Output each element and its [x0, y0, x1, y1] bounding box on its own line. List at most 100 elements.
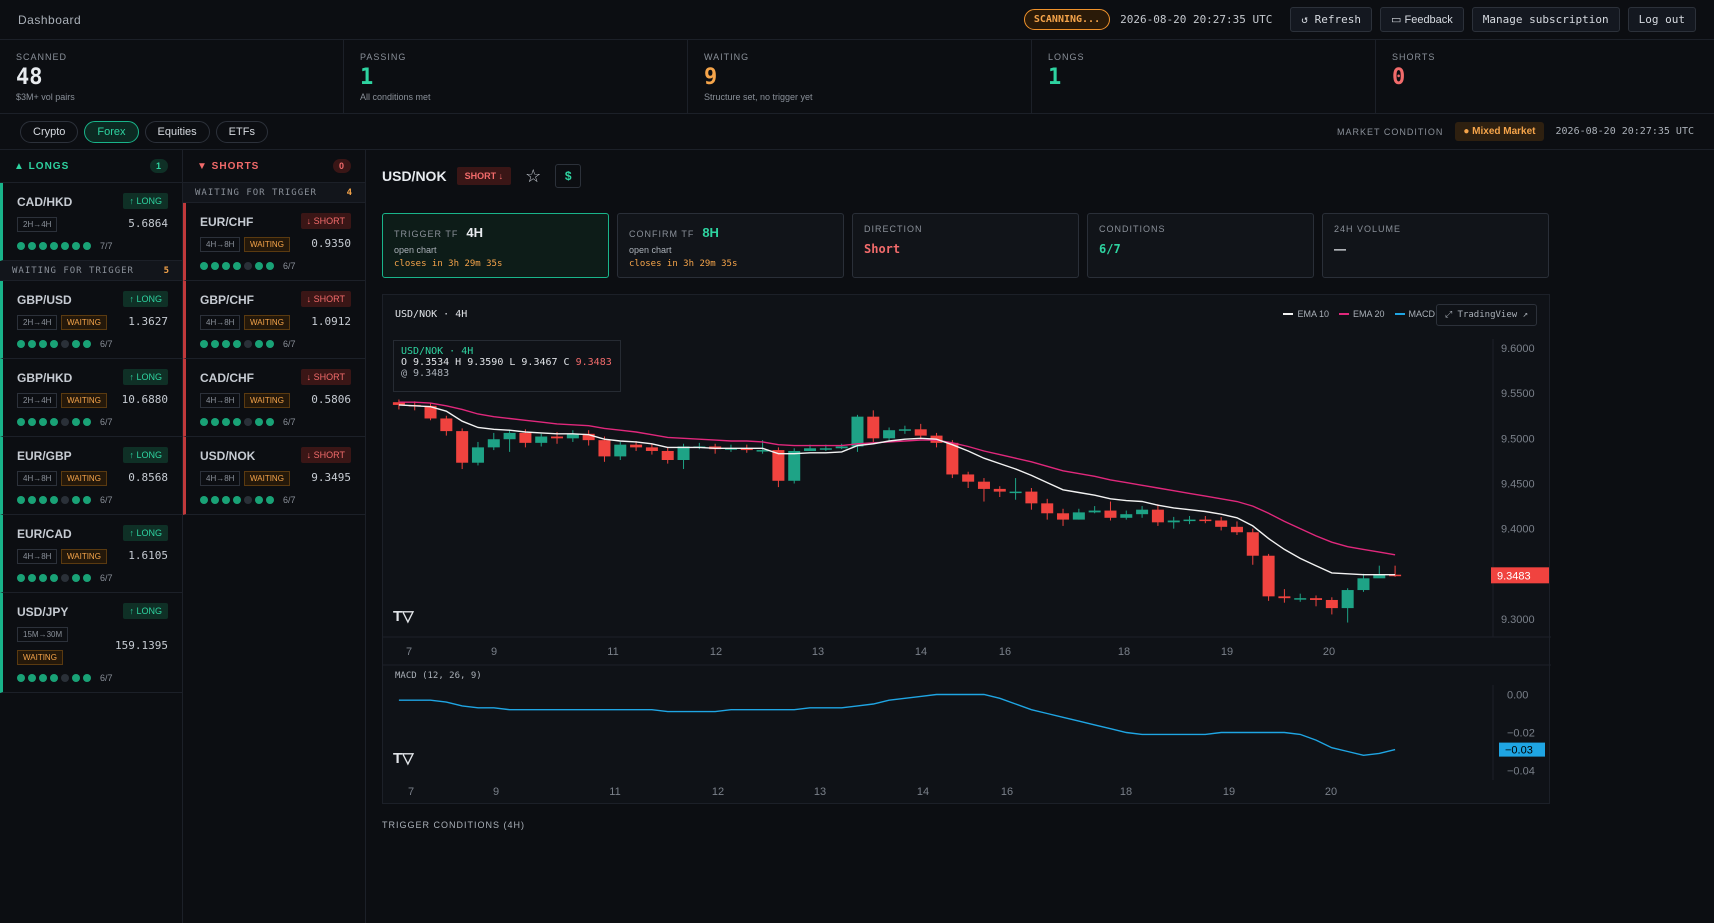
pair-name: GBP/HKD [17, 371, 73, 385]
condition-dots: 6/7 [200, 495, 296, 505]
candle-body [1325, 599, 1338, 609]
macd-x-axis-label: 14 [917, 786, 929, 798]
x-axis-label: 12 [710, 646, 722, 658]
stat-waiting: WAITING 9 Structure set, no trigger yet [688, 40, 1032, 113]
signal-card-gbp-hkd[interactable]: GBP/HKD ↑ LONG 2H→4H WAITING 10.6880 6/7 [0, 359, 182, 437]
signal-card-cad-hkd[interactable]: CAD/HKD ↑ LONG 2H→4H 5.6864 7/7 [0, 183, 182, 261]
tab-forex[interactable]: Forex [84, 120, 139, 143]
feedback-button[interactable]: ▭ Feedback [1380, 7, 1464, 32]
candle-body [1009, 491, 1022, 494]
macd-x-axis-label: 18 [1120, 786, 1132, 798]
condition-dot-met [211, 418, 219, 426]
condition-dot-met [200, 340, 208, 348]
stat-value: 0 [1392, 65, 1406, 90]
signal-card-eur-cad[interactable]: EUR/CAD ↑ LONG 4H→8H WAITING 1.6105 6/7 [0, 515, 182, 593]
volume-value: — [1334, 242, 1346, 256]
macd-x-axis-label: 12 [712, 786, 724, 798]
condition-dot-unmet [61, 418, 69, 426]
candle-body [519, 432, 532, 443]
condition-dot-met [50, 242, 58, 250]
ohlc-tooltip: USD/NOK · 4H O 9.3534 H 9.3590 L 9.3467 … [393, 340, 621, 392]
star-icon[interactable]: ☆ [525, 165, 542, 186]
refresh-button[interactable]: ↺ Refresh [1290, 7, 1373, 32]
detail-header: USD/NOK SHORT ↓ ☆ $ [382, 164, 582, 188]
x-axis-label: 9 [491, 646, 497, 658]
candle-body [993, 488, 1006, 492]
price: 159.1395 [115, 639, 168, 652]
short-badge: ↓ SHORT [300, 369, 351, 385]
market-tabs-bar: Crypto Forex Equities ETFs MARKET CONDIT… [0, 114, 1714, 150]
tab-crypto[interactable]: Crypto [20, 120, 79, 143]
score: 6/7 [283, 417, 296, 427]
tradingview-button[interactable]: ⤢ TradingView ↗ [1435, 304, 1537, 326]
condition-dot-met [222, 418, 230, 426]
condition-dots: 6/7 [17, 417, 113, 427]
condition-dots: 7/7 [17, 241, 113, 251]
market-condition-badge: ● Mixed Market [1455, 122, 1544, 141]
x-axis-label: 18 [1118, 646, 1130, 658]
trigger-tf-box[interactable]: TRIGGER TF 4H open chart closes in 3h 29m… [382, 213, 609, 278]
score: 6/7 [100, 573, 113, 583]
tab-etfs[interactable]: ETFs [215, 120, 268, 143]
legend-ema10: EMA 10 [1283, 309, 1329, 319]
condition-dot-met [83, 496, 91, 504]
x-axis-label: 13 [812, 646, 824, 658]
x-axis-label: 16 [999, 646, 1011, 658]
longs-waiting-header: WAITING FOR TRIGGER 5 [0, 261, 182, 281]
trigger-tf-label: TRIGGER TF [394, 229, 459, 239]
condition-dot-met [39, 496, 47, 504]
macd-x-axis-label: 19 [1223, 786, 1235, 798]
condition-dot-met [255, 340, 263, 348]
longs-header: ▲ LONGS 1 [0, 150, 182, 183]
short-badge: ↓ SHORT [300, 213, 351, 229]
condition-dot-met [83, 242, 91, 250]
trigger-tf-value: 4H [466, 225, 483, 240]
condition-dot-met [28, 574, 36, 582]
longs-count: 1 [149, 159, 168, 173]
candle-body [1199, 519, 1212, 522]
tradingview-logo-icon: T▽ [393, 608, 414, 625]
condition-dot-met [17, 418, 25, 426]
signal-card-usd-jpy[interactable]: USD/JPY ↑ LONG 15M→30M WAITING 159.1395 6/7 [0, 593, 182, 693]
pair-name: USD/JPY [17, 605, 69, 619]
signal-card-eur-chf[interactable]: EUR/CHF ↓ SHORT 4H→8H WAITING 0.9350 6/7 [183, 203, 365, 281]
dollar-icon[interactable]: $ [555, 164, 582, 188]
candle-body [566, 433, 579, 439]
signal-card-eur-gbp[interactable]: EUR/GBP ↑ LONG 4H→8H WAITING 0.8568 6/7 [0, 437, 182, 515]
candle-body [819, 448, 832, 450]
condition-dots: 6/7 [200, 261, 296, 271]
signal-card-gbp-chf[interactable]: GBP/CHF ↓ SHORT 4H→8H WAITING 1.0912 6/7 [183, 281, 365, 359]
stat-longs: LONGS 1 [1032, 40, 1376, 113]
header-timestamp: 2026-08-20 20:27:35 UTC [1120, 13, 1273, 26]
open-chart-link[interactable]: open chart [629, 245, 672, 255]
tab-equities[interactable]: Equities [144, 120, 210, 143]
macd-axis-label: 0.00 [1507, 690, 1528, 702]
market-timestamp: 2026-08-20 20:27:35 UTC [1555, 126, 1694, 137]
macd-line [398, 693, 1396, 757]
confirm-tf-box[interactable]: CONFIRM TF 8H open chart closes in 3h 29m… [617, 213, 844, 278]
pair-name: EUR/CHF [200, 215, 254, 229]
candle-body [582, 433, 595, 441]
logout-button[interactable]: Log out [1627, 7, 1696, 32]
manage-subscription-button[interactable]: Manage subscription [1471, 7, 1620, 32]
price: 1.0912 [311, 315, 351, 328]
signal-card-cad-chf[interactable]: CAD/CHF ↓ SHORT 4H→8H WAITING 0.5806 6/7 [183, 359, 365, 437]
condition-dot-met [222, 262, 230, 270]
condition-dot-met [233, 262, 241, 270]
long-badge: ↑ LONG [123, 447, 168, 463]
signal-card-usd-nok[interactable]: USD/NOK ↓ SHORT 4H→8H WAITING 9.3495 6/7 [183, 437, 365, 515]
open-chart-link[interactable]: open chart [394, 245, 437, 255]
signal-card-gbp-usd[interactable]: GBP/USD ↑ LONG 2H→4H WAITING 1.3627 6/7 [0, 281, 182, 359]
condition-dot-met [28, 340, 36, 348]
candle-body [1057, 513, 1070, 520]
price-chart-panel[interactable]: USD/NOK · 4H EMA 10 EMA 20 MACD ⤢ Tradin… [382, 294, 1551, 804]
condition-dot-met [83, 574, 91, 582]
condition-dot-met [83, 418, 91, 426]
candle-body [1072, 512, 1085, 520]
macd-x-axis-label: 13 [814, 786, 826, 798]
stat-sub: $3M+ vol pairs [16, 92, 75, 102]
condition-dot-met [200, 418, 208, 426]
candle-body [1278, 596, 1291, 599]
condition-dot-met [50, 418, 58, 426]
candle-body [756, 450, 769, 452]
